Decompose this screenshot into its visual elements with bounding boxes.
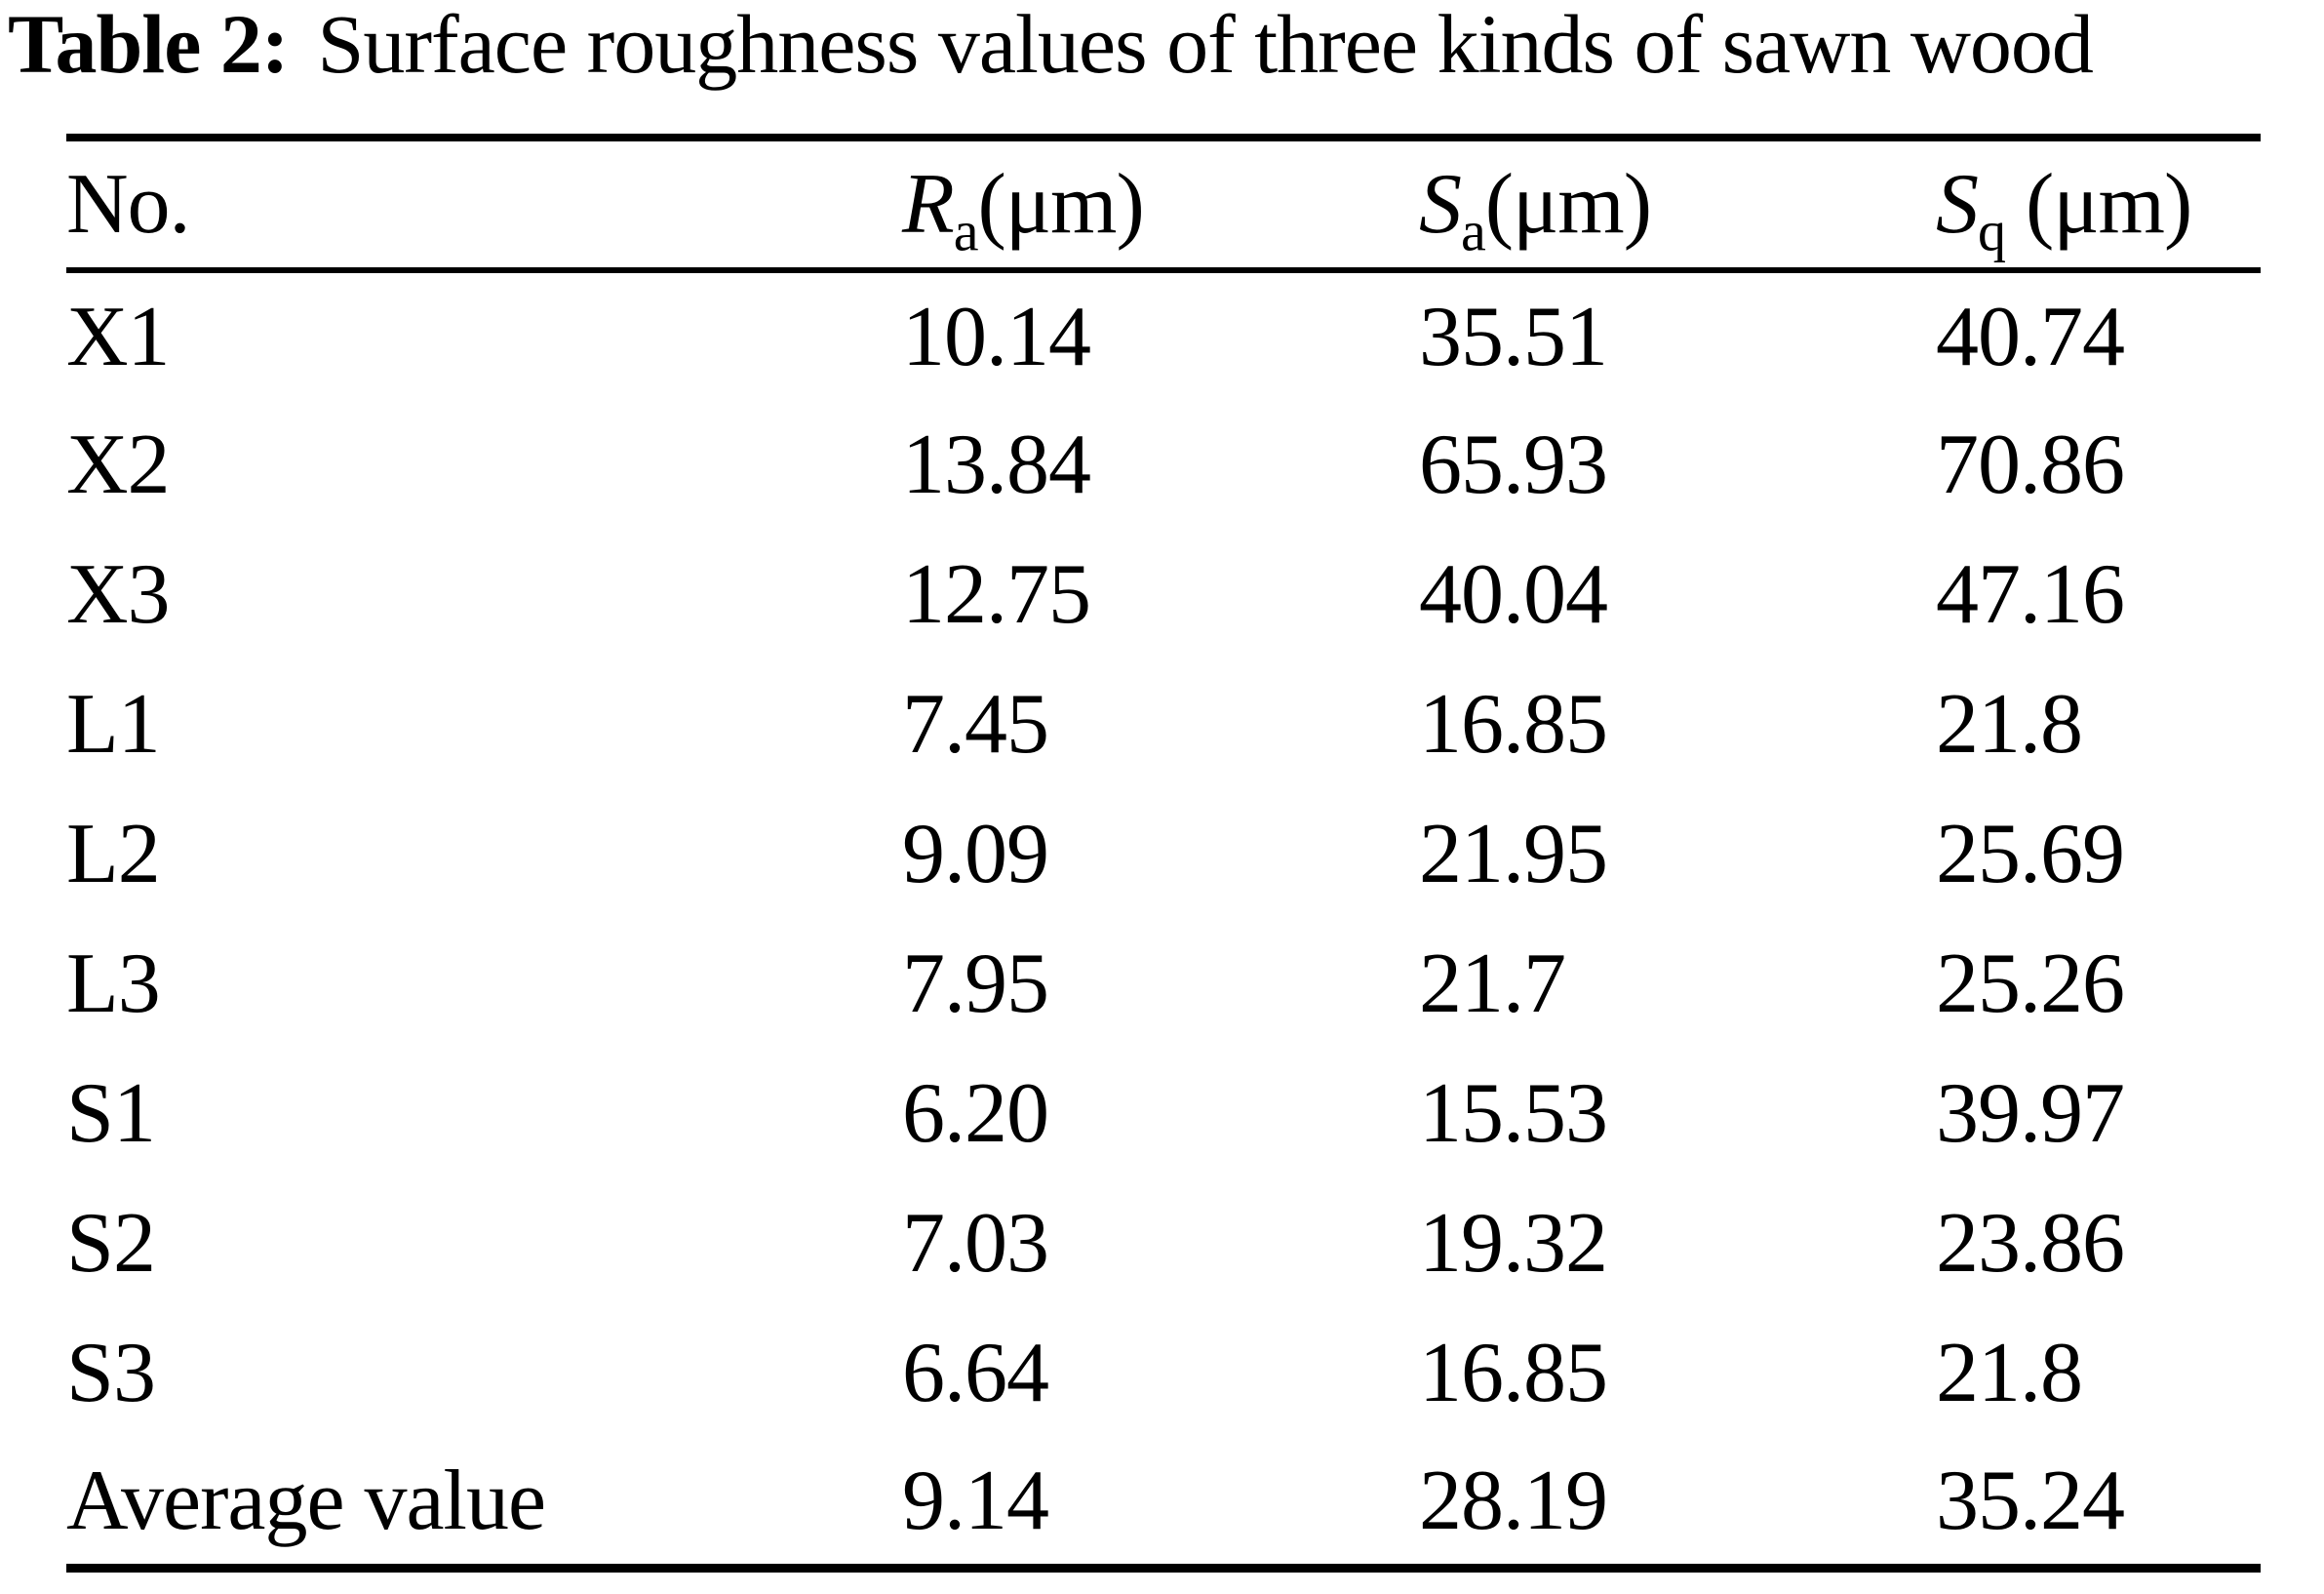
col-header-sa: Sa(μm) [1419, 138, 1936, 270]
cell-no: S3 [66, 1326, 156, 1420]
header-row: No. Ra(μm) Sa(μm) Sq (μm) [66, 138, 2261, 270]
cell-no: L2 [66, 807, 161, 901]
cell-sq: 40.74 [1936, 289, 2125, 384]
sq-symbol: S [1936, 157, 1979, 252]
cell-sq: 25.69 [1936, 807, 2125, 901]
col-header-ra: Ra(μm) [902, 138, 1419, 270]
cell-sq: 23.86 [1936, 1196, 2125, 1291]
cell-ra: 9.09 [902, 807, 1049, 901]
table-row-x2: X2 13.84 65.93 70.86 [66, 400, 2261, 530]
cell-ra: 13.84 [902, 418, 1091, 512]
table-row-x1: X1 10.14 35.51 40.74 [66, 270, 2261, 400]
cell-ra: 7.95 [902, 936, 1049, 1031]
ra-subscript: a [953, 199, 979, 263]
cell-no: S2 [66, 1196, 156, 1291]
table-row-l2: L2 9.09 21.95 25.69 [66, 789, 2261, 919]
cell-sa: 35.51 [1419, 289, 1608, 384]
cell-ra: 6.64 [902, 1326, 1049, 1420]
cell-sa: 19.32 [1419, 1196, 1608, 1291]
cell-ra: 9.14 [902, 1453, 1049, 1548]
sa-subscript: a [1461, 199, 1486, 263]
cell-sa: 15.53 [1419, 1066, 1608, 1161]
cell-sa: 16.85 [1419, 1326, 1608, 1420]
cell-sq: 70.86 [1936, 418, 2125, 512]
sq-unit: (μm) [2005, 157, 2192, 252]
table-caption: Table 2: Surface roughness values of thre… [8, 0, 2094, 91]
cell-sa: 65.93 [1419, 418, 1608, 512]
table-row-s2: S2 7.03 19.32 23.86 [66, 1178, 2261, 1308]
cell-no: X3 [66, 547, 171, 642]
cell-no: L1 [66, 677, 161, 772]
col-header-no: No. [66, 157, 191, 252]
sa-symbol: S [1419, 157, 1462, 252]
table-row-l3: L3 7.95 21.7 25.26 [66, 919, 2261, 1049]
surface-roughness-table: No. Ra(μm) Sa(μm) Sq (μm) X1 10.14 35.51… [66, 134, 2261, 1573]
cell-ra: 10.14 [902, 289, 1091, 384]
cell-sq: 21.8 [1936, 1326, 2083, 1420]
cell-no: X2 [66, 418, 171, 512]
ra-unit: (μm) [977, 157, 1145, 252]
sa-unit: (μm) [1484, 157, 1652, 252]
cell-no: S1 [66, 1066, 156, 1161]
cell-sq: 39.97 [1936, 1066, 2125, 1161]
cell-sa: 28.19 [1419, 1453, 1608, 1548]
sq-subscript: q [1978, 199, 2006, 263]
cell-sa: 21.7 [1419, 936, 1566, 1031]
cell-ra: 7.03 [902, 1196, 1049, 1291]
table-row-average: Average value 9.14 28.19 35.24 [66, 1438, 2261, 1568]
col-header-sq: Sq (μm) [1936, 138, 2261, 270]
cell-no: X1 [66, 289, 171, 384]
table-row-s1: S1 6.20 15.53 39.97 [66, 1049, 2261, 1178]
cell-ra: 12.75 [902, 547, 1091, 642]
cell-sq: 47.16 [1936, 547, 2125, 642]
cell-sq: 25.26 [1936, 936, 2125, 1031]
cell-sa: 16.85 [1419, 677, 1608, 772]
cell-ra: 7.45 [902, 677, 1049, 772]
table-caption-text: Surface roughness values of three kinds … [317, 0, 2094, 91]
ra-symbol: R [902, 157, 955, 252]
table-row-l1: L1 7.45 16.85 21.8 [66, 659, 2261, 789]
cell-sq: 35.24 [1936, 1453, 2125, 1548]
cell-ra: 6.20 [902, 1066, 1049, 1161]
cell-no: Average value [66, 1453, 546, 1548]
cell-sq: 21.8 [1936, 677, 2083, 772]
table-row-s3: S3 6.64 16.85 21.8 [66, 1308, 2261, 1438]
table-row-x3: X3 12.75 40.04 47.16 [66, 530, 2261, 659]
cell-no: L3 [66, 936, 161, 1031]
cell-sa: 21.95 [1419, 807, 1608, 901]
table-caption-label: Table 2: [8, 0, 289, 91]
cell-sa: 40.04 [1419, 547, 1608, 642]
